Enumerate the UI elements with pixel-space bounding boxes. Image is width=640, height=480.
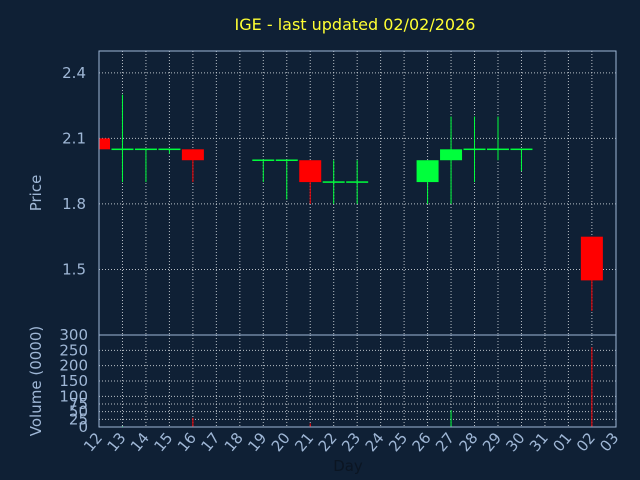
candle-body [322, 181, 345, 183]
candle-14 [134, 148, 157, 183]
candle-16 [181, 149, 204, 183]
volume-bars [121, 347, 593, 427]
candle-body [99, 138, 110, 150]
candle-body [510, 148, 533, 151]
candle-02 [580, 236, 603, 311]
volume-grid [99, 335, 616, 427]
price-y-tick-label: 2.1 [62, 129, 86, 147]
candle-15 [158, 148, 181, 154]
candle-body [134, 148, 157, 151]
chart-title: IGE - last updated 02/02/2026 [235, 15, 476, 34]
candle-19 [252, 159, 275, 183]
candle-12 [98, 138, 110, 150]
candle-26 [416, 160, 439, 204]
candle-21 [299, 160, 322, 204]
volume-y-tick-label: 300 [59, 326, 88, 344]
candle-20 [275, 159, 298, 200]
candle-body [486, 148, 509, 151]
volume-y-tick-label: 50 [69, 403, 88, 421]
candle-body [181, 149, 204, 161]
price-y-tick-label: 1.5 [62, 260, 86, 278]
candle-body [111, 148, 134, 151]
candle-body [580, 236, 603, 281]
price-y-tick-label: 1.8 [62, 195, 86, 213]
candle-body [463, 148, 486, 151]
x-axis-label: Day [333, 457, 363, 475]
candle-body [275, 159, 298, 161]
x-ticks: 1213141516171819202122232425262728293031… [80, 429, 622, 455]
candle-body [252, 159, 275, 161]
candle-body [158, 148, 181, 151]
price-y-tick-label: 2.4 [62, 64, 86, 82]
candle-28 [463, 116, 486, 183]
candle-body [299, 160, 322, 183]
candle-13 [111, 94, 134, 183]
candle-22 [322, 160, 345, 204]
volume-y-tick-label: 100 [59, 387, 88, 405]
volume-y-tick-label: 25 [69, 410, 88, 428]
price-candles [98, 94, 603, 311]
volume-y-tick-label: 150 [59, 372, 88, 390]
volume-y-tick-label: 75 [69, 395, 88, 413]
candle-body [346, 181, 369, 183]
candle-body [416, 160, 439, 183]
volume-y-tick-label: 0 [78, 418, 88, 436]
candle-27 [440, 116, 463, 204]
candle-23 [346, 160, 369, 204]
candle-body [440, 149, 463, 161]
volume-y-tick-label: 250 [59, 341, 88, 359]
volume-axis-label: Volume (0000) [27, 326, 45, 436]
volume-panel-frame [98, 334, 617, 428]
price-axis-label: Price [27, 175, 45, 212]
candle-29 [486, 116, 509, 161]
volume-y-tick-label: 200 [59, 357, 88, 375]
price-y-ticks: 1.5 1.8 2.1 2.4 [62, 64, 86, 279]
candle-30 [510, 148, 533, 172]
